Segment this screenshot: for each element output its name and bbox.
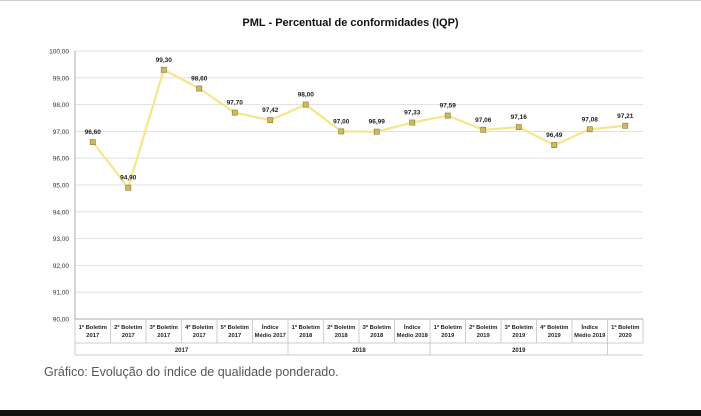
- bottom-rule: [0, 410, 701, 416]
- data-point: [231, 109, 238, 116]
- group-label: 2019: [512, 348, 526, 354]
- data-label: 97,08: [582, 116, 599, 123]
- x-tick-label: 2017: [228, 333, 241, 339]
- y-tick-label: 96,00: [53, 156, 70, 163]
- data-point: [125, 184, 132, 191]
- y-tick-label: 92,00: [53, 263, 70, 270]
- x-tick-label: 2º Boletim: [114, 325, 142, 331]
- chart-panel: [40, 11, 662, 358]
- data-point: [302, 101, 309, 108]
- data-point: [551, 142, 558, 148]
- x-tick-label: 3º Boletim: [363, 325, 391, 331]
- x-tick-label: 2019: [512, 333, 526, 339]
- data-label: 97,59: [440, 103, 457, 110]
- x-tick-label: 4º Boletim: [185, 325, 213, 331]
- data-label: 96,60: [85, 129, 102, 136]
- y-tick-label: 91,00: [53, 290, 70, 297]
- y-tick-label: 94,00: [53, 209, 70, 216]
- data-point: [338, 128, 345, 135]
- group-label: 2017: [175, 348, 189, 354]
- data-label: 97,00: [333, 118, 350, 125]
- data-point: [373, 128, 380, 135]
- data-point: [515, 124, 522, 131]
- x-tick-label: Índice: [262, 323, 280, 331]
- chart-title: PML - Percentual de conformidades (IQP): [242, 17, 459, 29]
- data-label: 98,60: [191, 76, 208, 83]
- data-label: 98,00: [298, 92, 315, 99]
- data-label: 99,30: [156, 57, 173, 64]
- y-tick-label: 93,00: [53, 236, 70, 243]
- x-tick-label: 2º Boletim: [469, 325, 497, 331]
- x-tick-label: 3º Boletim: [505, 325, 533, 331]
- data-point: [444, 112, 451, 119]
- x-tick-label: 2019: [477, 333, 491, 339]
- x-tick-label: 2017: [193, 333, 206, 339]
- y-tick-label: 95,00: [53, 183, 70, 190]
- data-label: 97,70: [227, 100, 244, 107]
- data-label: 97,06: [475, 117, 492, 124]
- series-line: [91, 68, 626, 189]
- x-tick-label: Índice: [581, 323, 599, 331]
- data-label: 96,49: [546, 132, 563, 139]
- x-tick-label: 2017: [86, 333, 99, 339]
- data-point: [480, 126, 487, 133]
- y-tick-label: 98,00: [53, 102, 70, 109]
- x-tick-label: 2º Boletim: [327, 325, 355, 331]
- x-tick-label: Médio 2018: [397, 333, 429, 339]
- x-tick-label: 2019: [548, 333, 562, 339]
- x-tick-label: 4º Boletim: [540, 325, 568, 331]
- x-tick-label: Índice: [404, 323, 422, 331]
- data-point: [267, 117, 274, 124]
- x-tick-label: 5º Boletim: [221, 325, 249, 331]
- x-tick-label: 2017: [122, 333, 135, 339]
- y-tick-label: 97,00: [53, 129, 70, 136]
- y-tick-label: 90,00: [53, 317, 70, 324]
- data-point: [196, 85, 203, 92]
- x-tick-label: 3º Boletim: [150, 325, 178, 331]
- data-label: 97,33: [404, 110, 421, 117]
- data-point: [622, 122, 629, 129]
- data-point: [89, 139, 96, 146]
- data-point: [586, 126, 593, 133]
- data-label: 97,21: [617, 113, 634, 120]
- x-tick-label: 2018: [370, 333, 384, 339]
- x-tick-label: Médio 2017: [255, 333, 286, 339]
- data-label: 97,16: [511, 114, 528, 121]
- x-tick-label: 1º Boletim: [292, 325, 320, 331]
- data-point: [409, 119, 416, 126]
- x-tick-label: Médio 2019: [574, 333, 606, 339]
- data-point: [160, 66, 167, 73]
- x-tick-label: 1º Boletim: [611, 325, 639, 331]
- x-tick-label: 2018: [335, 333, 349, 339]
- data-label: 96,99: [369, 119, 386, 126]
- x-tick-label: 2018: [299, 333, 313, 339]
- x-tick-label: 2017: [157, 333, 170, 339]
- data-label: 97,42: [262, 107, 279, 114]
- x-tick-label: 1º Boletim: [434, 325, 462, 331]
- x-tick-label: 2020: [619, 333, 632, 339]
- group-label: 2018: [352, 348, 366, 354]
- y-tick-label: 99,00: [53, 75, 70, 82]
- x-tick-label: 2019: [441, 333, 455, 339]
- x-tick-label: 1º Boletim: [79, 325, 107, 331]
- y-tick-label: 100,00: [49, 49, 69, 56]
- figure-caption: Gráfico: Evolução do índice de qualidade…: [44, 365, 339, 379]
- data-label: 94,90: [120, 175, 137, 182]
